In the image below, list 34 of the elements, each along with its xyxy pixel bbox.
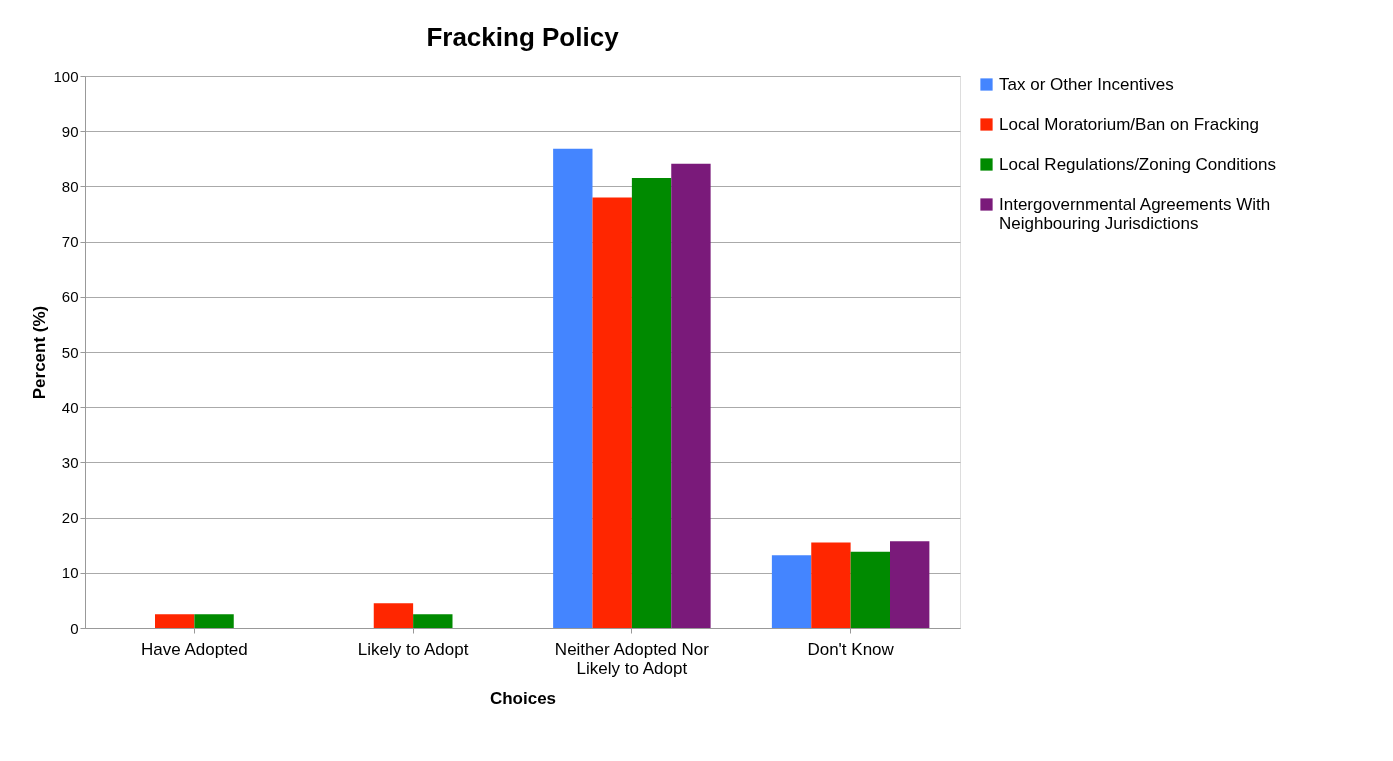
y-tick-label: 100 xyxy=(53,67,79,85)
legend-label: Local Regulations/Zoning Conditions xyxy=(999,154,1276,174)
y-tick-label: 10 xyxy=(61,564,79,582)
y-tick-label: 90 xyxy=(61,122,79,140)
y-tick-label: 0 xyxy=(70,619,79,637)
bar xyxy=(771,555,812,628)
bar xyxy=(811,542,851,628)
bar xyxy=(671,163,711,628)
y-axis-title: Percent (%) xyxy=(30,305,50,400)
bar xyxy=(553,148,593,628)
bar xyxy=(373,603,414,628)
legend-label: Local Moratorium/Ban on Fracking xyxy=(999,114,1259,134)
y-tick-label: 60 xyxy=(61,288,79,306)
legend-label: Tax or Other Incentives xyxy=(999,74,1174,94)
chart-title: Fracking Policy xyxy=(426,22,620,52)
y-tick-label: 80 xyxy=(61,177,79,195)
bar xyxy=(413,614,453,628)
y-tick-label: 40 xyxy=(61,398,79,416)
x-tick-label: Likely to Adopt xyxy=(357,639,469,659)
bar xyxy=(155,614,195,628)
x-tick-label: Neither Adopted Nor Likely to Adopt xyxy=(554,639,710,678)
bar xyxy=(850,551,890,628)
bar xyxy=(194,614,234,628)
x-tick-label: Have Adopted xyxy=(140,639,248,659)
x-tick-label: Don't Know xyxy=(807,639,895,659)
bar xyxy=(890,541,930,628)
legend-label: Intergovernmental Agreements With Neighbouring Jurisdictions xyxy=(999,194,1271,233)
y-tick-label: 30 xyxy=(61,453,79,471)
y-tick-label: 70 xyxy=(61,233,79,251)
y-tick-label: 50 xyxy=(61,343,79,361)
bar xyxy=(631,178,672,628)
bar xyxy=(592,197,632,628)
x-axis-title: Choices xyxy=(489,688,557,708)
y-tick-label: 20 xyxy=(61,509,79,527)
